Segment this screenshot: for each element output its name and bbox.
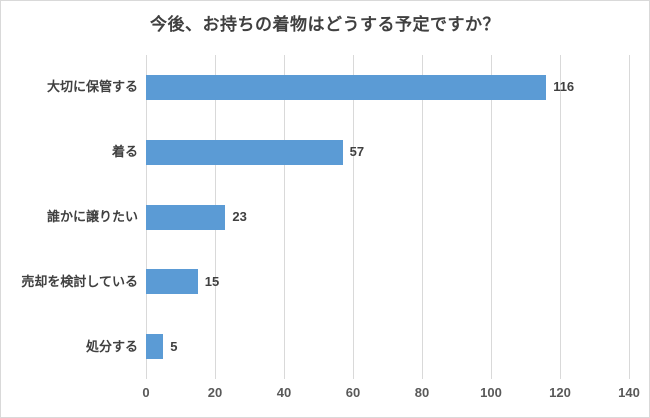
x-axis-tick-label: 100 (480, 385, 502, 400)
value-label: 23 (232, 209, 247, 224)
category-label: 処分する (85, 338, 138, 354)
category-label: 誰かに譲りたい (46, 209, 138, 224)
gridline (490, 55, 492, 379)
bar (146, 269, 198, 295)
gridline (559, 55, 561, 379)
category-label: 着る (111, 144, 138, 160)
chart-title: 今後、お持ちの着物はどうする予定ですか？ (150, 15, 500, 34)
bar (146, 334, 164, 360)
bar (146, 74, 547, 100)
gridline (628, 55, 630, 379)
gridline (352, 55, 354, 379)
bar (146, 139, 343, 165)
x-axis-tick-label: 140 (618, 385, 640, 400)
x-axis-tick-label: 120 (549, 385, 571, 400)
x-axis-tick-label: 0 (142, 385, 150, 400)
x-axis-tick-label: 80 (414, 385, 430, 400)
category-label: 売却を検討している (21, 273, 138, 289)
value-label: 5 (170, 338, 178, 354)
gridline (421, 55, 423, 379)
gridline (283, 55, 285, 379)
value-label: 116 (553, 79, 575, 95)
value-label: 57 (349, 144, 365, 160)
x-axis-tick-label: 60 (345, 385, 361, 400)
x-axis-tick-label: 20 (207, 385, 223, 400)
bar (146, 204, 226, 230)
value-label: 15 (204, 273, 220, 289)
x-axis-tick-label: 40 (276, 385, 292, 400)
category-label: 大切に保管する (46, 79, 138, 95)
